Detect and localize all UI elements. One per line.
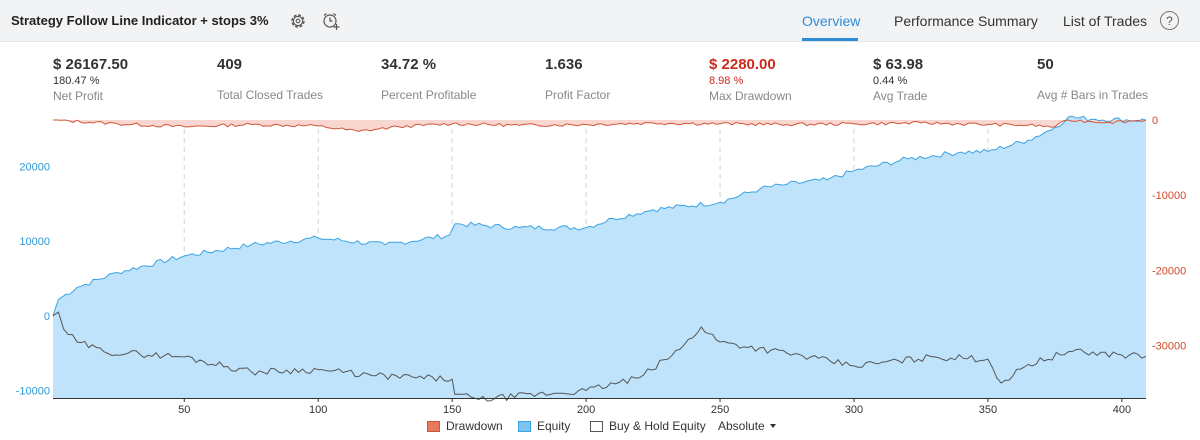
- legend-swatch-buy-hold: [590, 420, 603, 432]
- y-left-tick-label: -10000: [16, 386, 50, 398]
- y-left-tick-label: 20000: [19, 161, 50, 173]
- stat-value: 409: [217, 56, 243, 73]
- stat-label: Avg # Bars in Trades: [1037, 88, 1149, 102]
- equity-line: [52, 115, 1147, 316]
- help-icon: ?: [1166, 13, 1173, 28]
- tab-overview[interactable]: Overview: [802, 13, 861, 29]
- x-tick-label: 50: [178, 404, 190, 416]
- legend-swatch-drawdown: [427, 420, 440, 432]
- y-right-tick-label: 0: [1152, 115, 1158, 127]
- legend-item-equity[interactable]: Equity: [518, 419, 570, 433]
- active-tab-indicator: [802, 38, 858, 41]
- drawdown-line: [53, 119, 1147, 132]
- stat-profit-factor: 1.636 Profit Factor: [545, 56, 610, 102]
- x-tick-label: 200: [577, 404, 595, 416]
- stat-label: Avg Trade: [873, 89, 928, 103]
- stat-value: 1.636: [545, 56, 583, 73]
- stat-value: $ 2280.00: [709, 56, 776, 73]
- settings-button[interactable]: [287, 10, 309, 32]
- tab-performance-summary[interactable]: Performance Summary: [894, 13, 1038, 29]
- help-button[interactable]: ?: [1160, 11, 1179, 30]
- stat-label: Profit Factor: [545, 88, 611, 102]
- report-header: Strategy Follow Line Indicator + stops 3…: [0, 0, 1200, 42]
- y-left-tick-label: 10000: [19, 236, 50, 248]
- stat-label: Net Profit: [53, 89, 104, 103]
- stat-percent-profitable: 34.72 % Percent Profitable: [381, 56, 476, 102]
- dropdown-label: Absolute: [718, 419, 765, 433]
- stat-avg-bars-in-trades: 50 Avg # Bars in Trades: [1037, 56, 1148, 102]
- alarm-clock-add-icon: [323, 13, 340, 30]
- x-tick-label: 350: [979, 404, 997, 416]
- gear-icon: [291, 14, 305, 28]
- stat-label: Percent Profitable: [381, 88, 477, 102]
- x-tick-label: 100: [309, 404, 327, 416]
- strategy-title: Strategy Follow Line Indicator + stops 3…: [11, 13, 269, 28]
- stat-total-closed-trades: 409 Total Closed Trades: [217, 56, 323, 102]
- stat-value: 50: [1037, 56, 1054, 73]
- y-right-tick-label: -10000: [1152, 190, 1186, 202]
- equity-area: [53, 116, 1146, 398]
- chevron-down-icon: [769, 424, 776, 428]
- stat-net-profit: $ 26167.50 180.47 % Net Profit: [53, 56, 128, 103]
- x-tick-label: 300: [845, 404, 863, 416]
- stat-avg-trade: $ 63.98 0.44 % Avg Trade: [873, 56, 927, 103]
- legend-swatch-equity: [518, 420, 531, 432]
- x-tick-label: 400: [1113, 404, 1131, 416]
- buy-hold-equity-line: [52, 311, 1147, 402]
- legend-item-drawdown[interactable]: Drawdown: [427, 419, 503, 433]
- legend-label: Equity: [537, 419, 571, 433]
- y-left-tick-label: 0: [44, 311, 50, 323]
- y-right-tick-label: -30000: [1152, 340, 1186, 352]
- stat-label: Max Drawdown: [709, 89, 792, 103]
- stat-value: $ 63.98: [873, 56, 924, 73]
- stat-sub: 0.44 %: [873, 75, 908, 87]
- stat-value: $ 26167.50: [53, 56, 129, 73]
- x-tick-label: 250: [711, 404, 729, 416]
- stat-max-drawdown: $ 2280.00 8.98 % Max Drawdown: [709, 56, 792, 103]
- legend-label: Drawdown: [446, 419, 503, 433]
- stat-value: 34.72 %: [381, 56, 437, 73]
- absolute-mode-dropdown[interactable]: Absolute: [718, 419, 776, 433]
- stat-label: Total Closed Trades: [217, 88, 324, 102]
- x-tick-label: 150: [443, 404, 461, 416]
- add-alert-button[interactable]: [320, 10, 342, 32]
- chart-legend: Drawdown Equity Buy & Hold Equity Absolu…: [0, 419, 1200, 435]
- legend-item-buy-hold-equity[interactable]: Buy & Hold Equity: [590, 419, 706, 433]
- stat-sub: 180.47 %: [53, 75, 100, 87]
- stat-sub: 8.98 %: [709, 75, 744, 87]
- tab-list-of-trades[interactable]: List of Trades: [1063, 13, 1148, 29]
- y-right-tick-label: -20000: [1152, 265, 1186, 277]
- legend-label: Buy & Hold Equity: [609, 419, 706, 433]
